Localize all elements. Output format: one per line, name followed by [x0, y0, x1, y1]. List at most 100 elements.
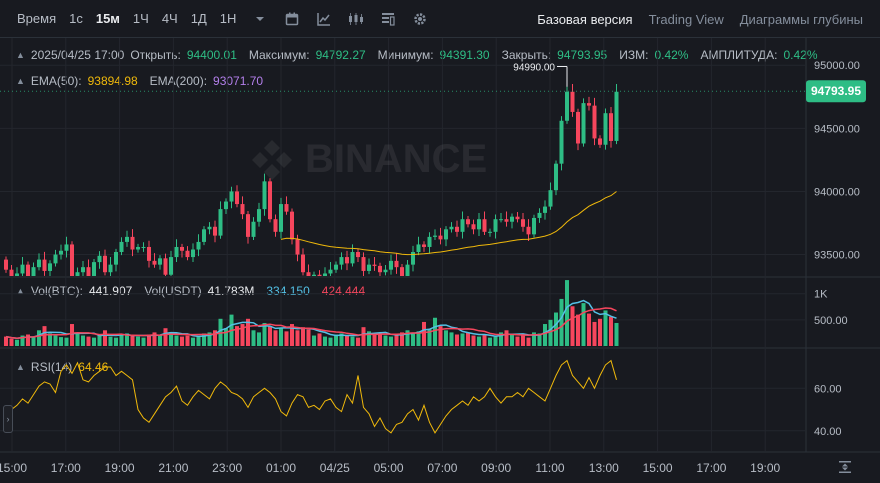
candle-body — [482, 219, 487, 232]
candle-body — [103, 255, 107, 273]
candle-type-icon[interactable] — [345, 8, 367, 30]
volume-bar — [334, 334, 338, 346]
time-tick-label: 23:00 — [212, 461, 242, 475]
volume-bar — [48, 333, 52, 346]
candle-body — [185, 250, 190, 258]
candle-body — [257, 209, 261, 222]
axes: 93500.00 94000.00 94500.00 95000.00 500.00 1K… — [0, 60, 866, 475]
candle-body — [59, 250, 63, 255]
collapse-caret-icon[interactable]: ▲ — [16, 362, 25, 372]
vol-ma2-value: 424.444 — [321, 284, 366, 298]
candle-body — [471, 224, 476, 230]
interval-1h[interactable]: 1Ч — [132, 11, 149, 26]
candle-body — [279, 204, 283, 232]
candle-body — [350, 252, 355, 264]
candle-body — [537, 212, 542, 218]
time-tick-label: 19:00 — [750, 461, 780, 475]
volume-bar — [361, 327, 366, 346]
volume-bar — [196, 336, 201, 346]
volume-bar — [141, 337, 146, 346]
volume-bar — [466, 332, 470, 346]
volume-bar — [482, 334, 487, 346]
volume-bar — [554, 312, 558, 346]
volume-tick-label: 500.00 — [814, 315, 848, 327]
candle-body — [9, 269, 14, 276]
collapse-caret-icon[interactable]: ▲ — [16, 50, 25, 60]
current-price-label: 94793.95 — [811, 84, 861, 98]
candle-body — [345, 257, 349, 264]
volume-bar — [328, 337, 333, 346]
candle-body — [163, 258, 168, 275]
time-label[interactable]: Время — [17, 11, 57, 26]
candle-body — [4, 259, 8, 270]
volume-bar — [306, 329, 311, 346]
volume-bar — [152, 332, 157, 346]
volume-bar — [64, 337, 69, 346]
view-tradingview[interactable]: Trading View — [648, 11, 724, 27]
volume-bar — [532, 332, 536, 346]
watermark-text: BINANCE — [305, 137, 487, 181]
interval-1w[interactable]: 1Н — [219, 11, 237, 26]
view-depth[interactable]: Диаграммы глубины — [739, 11, 863, 27]
volume-bar — [4, 336, 8, 346]
collapse-caret-icon[interactable]: ▲ — [16, 286, 25, 296]
volume-bar — [130, 335, 135, 346]
collapse-caret-icon[interactable]: ▲ — [16, 76, 25, 86]
candle-body — [251, 221, 256, 237]
candles — [4, 84, 619, 276]
interval-1s[interactable]: 1с — [69, 11, 83, 26]
settings-icon[interactable] — [409, 8, 431, 30]
candle-body — [554, 163, 558, 191]
layout-icon[interactable] — [377, 8, 399, 30]
volume-bar — [180, 336, 184, 346]
interval-4h[interactable]: 4Ч — [161, 11, 178, 26]
time-tick-label: 13:00 — [589, 461, 619, 475]
candle-body — [180, 246, 184, 251]
change-value: 0.42% — [654, 48, 689, 62]
expand-handle-icon[interactable]: › — [3, 405, 13, 433]
volume-bar — [389, 336, 393, 346]
candle-body — [400, 267, 404, 276]
ema200-value: 93071.70 — [213, 74, 264, 88]
open-value: 94400.01 — [186, 48, 237, 62]
volume-bar — [97, 335, 102, 346]
interval-1d[interactable]: 1Д — [190, 11, 207, 26]
volume-bar — [70, 324, 74, 346]
volume-bar — [218, 318, 223, 346]
view-basic[interactable]: Базовая версия — [537, 11, 633, 27]
candle-body — [147, 246, 151, 261]
volume-bar — [317, 333, 322, 346]
indicators-icon[interactable] — [313, 8, 335, 30]
volume-bar — [92, 337, 96, 346]
candle-body — [207, 226, 212, 230]
volume-bar — [185, 335, 190, 346]
chevron-down-icon[interactable] — [249, 8, 271, 30]
candle-body — [136, 246, 140, 250]
candle-body — [312, 274, 316, 276]
volume-bar — [191, 337, 195, 346]
volume-bar — [350, 336, 355, 346]
volume-bar — [526, 337, 531, 346]
candle-body — [262, 181, 267, 210]
axis-settings-icon[interactable] — [838, 460, 852, 477]
candle-body — [86, 267, 91, 276]
candle-body — [240, 204, 245, 215]
candle-body — [455, 226, 459, 232]
candle-body — [15, 273, 19, 276]
current-price-badge — [806, 80, 866, 103]
candle-body — [64, 244, 69, 251]
candle-body — [405, 264, 410, 276]
rsi-tick-label: 60.00 — [814, 383, 842, 395]
candle-body — [328, 269, 333, 274]
volume-bar — [251, 330, 256, 346]
volume-bar — [587, 313, 591, 346]
candle-body — [20, 264, 25, 274]
candle-body — [31, 267, 36, 276]
volume-bar — [246, 318, 250, 346]
candle-body — [433, 235, 437, 237]
candle-body — [383, 269, 388, 273]
volume-bar — [279, 328, 283, 346]
calendar-icon[interactable] — [281, 8, 303, 30]
interval-15m[interactable]: 15м — [95, 11, 120, 26]
